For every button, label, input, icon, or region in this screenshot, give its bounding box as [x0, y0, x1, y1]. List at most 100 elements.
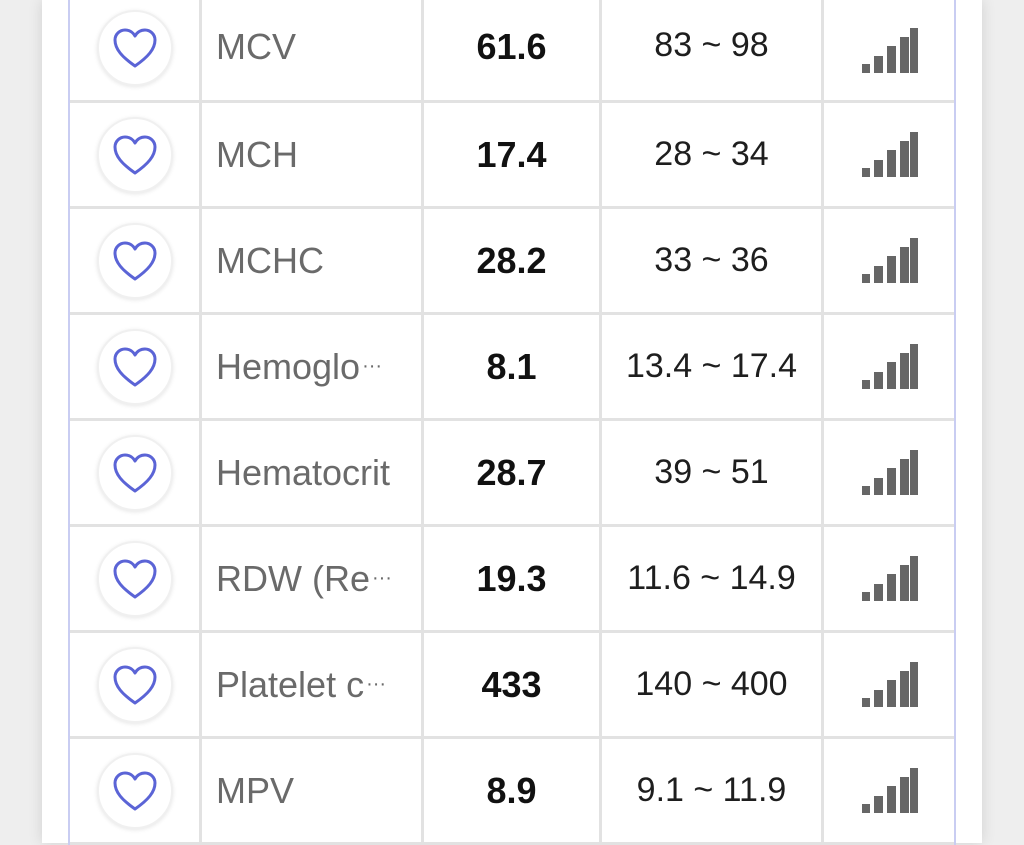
- table-row[interactable]: RDW (Re ··· 19.3 11.6 ~ 14.9: [70, 527, 954, 633]
- signal-cell[interactable]: [824, 739, 956, 842]
- name-ellipsis: ···: [362, 355, 383, 377]
- result-value-cell: 19.3: [424, 527, 602, 630]
- result-value: 61.6: [476, 26, 547, 67]
- heart-outline-icon: [113, 135, 156, 174]
- result-value: 28.2: [476, 239, 547, 281]
- reference-range: 28 ~ 34: [654, 135, 769, 173]
- signal-cell[interactable]: [824, 0, 956, 100]
- reference-range: 13.4 ~ 17.4: [625, 347, 798, 385]
- test-name-cell: Hemoglo ···: [202, 315, 424, 418]
- test-name: MPV: [216, 769, 295, 811]
- table-row[interactable]: Platelet c ··· 433 140 ~ 400: [70, 633, 954, 739]
- test-name-cell: MCH: [202, 103, 424, 206]
- name-ellipsis: ···: [366, 673, 387, 695]
- test-name: MCH: [216, 133, 298, 175]
- signal-cell[interactable]: [824, 633, 956, 736]
- table-row[interactable]: Hematocrit 28.7 39 ~ 51: [70, 421, 954, 527]
- signal-cell[interactable]: [824, 421, 956, 524]
- result-value-cell: 28.7: [424, 421, 602, 524]
- table-row[interactable]: MCH 17.4 28 ~ 34: [70, 103, 954, 209]
- reference-range: 33 ~ 36: [654, 241, 769, 279]
- test-name-cell: Platelet c ···: [202, 633, 424, 736]
- lab-results-table: MCV 61.6 83 ~ 98 MCH: [68, 0, 956, 845]
- result-value-cell: 8.9: [424, 739, 602, 842]
- name-ellipsis: ···: [371, 567, 392, 589]
- result-value: 8.1: [486, 345, 537, 387]
- reference-range: 9.1 ~ 11.9: [636, 771, 787, 809]
- test-name-cell: MPV: [202, 739, 424, 842]
- favorite-cell: [70, 209, 202, 312]
- signal-bars-icon[interactable]: [861, 449, 919, 496]
- favorite-button[interactable]: [96, 10, 173, 86]
- favorite-cell: [70, 421, 202, 524]
- reference-range-cell: 28 ~ 34: [602, 103, 824, 206]
- favorite-button[interactable]: [96, 540, 173, 617]
- result-value-cell: 28.2: [424, 209, 602, 312]
- test-name: MCV: [216, 26, 296, 67]
- table-row[interactable]: MCHC 28.2 33 ~ 36: [70, 209, 954, 315]
- result-value: 28.7: [476, 451, 547, 493]
- heart-outline-icon: [113, 559, 156, 598]
- results-card: [42, 0, 982, 843]
- reference-range: 39 ~ 51: [654, 453, 769, 491]
- favorite-cell: [70, 527, 202, 630]
- reference-range: 83 ~ 98: [654, 26, 769, 64]
- reference-range-cell: 83 ~ 98: [602, 0, 824, 100]
- favorite-button[interactable]: [96, 646, 173, 723]
- test-name-cell: MCV: [202, 0, 424, 100]
- test-name: RDW (Re: [216, 557, 370, 599]
- table-row[interactable]: MCV 61.6 83 ~ 98: [70, 0, 954, 103]
- favorite-cell: [70, 739, 202, 842]
- test-name: Platelet c: [216, 663, 365, 705]
- result-value: 8.9: [486, 769, 537, 811]
- result-value: 17.4: [476, 133, 547, 175]
- favorite-button[interactable]: [96, 222, 173, 299]
- favorite-button[interactable]: [96, 116, 173, 193]
- reference-range-cell: 9.1 ~ 11.9: [602, 739, 824, 842]
- heart-outline-icon: [113, 665, 156, 704]
- result-value-cell: 8.1: [424, 315, 602, 418]
- signal-cell[interactable]: [824, 209, 956, 312]
- table-row[interactable]: MPV 8.9 9.1 ~ 11.9: [70, 739, 954, 845]
- table-row[interactable]: Hemoglo ··· 8.1 13.4 ~ 17.4: [70, 315, 954, 421]
- favorite-cell: [70, 633, 202, 736]
- test-name: MCHC: [216, 239, 324, 281]
- signal-cell[interactable]: [824, 315, 956, 418]
- test-name-cell: Hematocrit: [202, 421, 424, 524]
- favorite-cell: [70, 103, 202, 206]
- signal-bars-icon[interactable]: [861, 555, 919, 602]
- signal-bars-icon[interactable]: [861, 767, 919, 814]
- reference-range-cell: 11.6 ~ 14.9: [602, 527, 824, 630]
- heart-outline-icon: [113, 453, 156, 492]
- result-value-cell: 61.6: [424, 0, 602, 100]
- favorite-button[interactable]: [96, 328, 173, 405]
- reference-range-cell: 39 ~ 51: [602, 421, 824, 524]
- favorite-button[interactable]: [96, 434, 173, 511]
- reference-range-cell: 13.4 ~ 17.4: [602, 315, 824, 418]
- reference-range-cell: 33 ~ 36: [602, 209, 824, 312]
- favorite-cell: [70, 0, 202, 100]
- signal-bars-icon[interactable]: [861, 131, 919, 178]
- favorite-button[interactable]: [96, 752, 173, 829]
- reference-range-cell: 140 ~ 400: [602, 633, 824, 736]
- heart-outline-icon: [113, 771, 156, 810]
- heart-outline-icon: [113, 347, 156, 386]
- favorite-cell: [70, 315, 202, 418]
- result-value-cell: 433: [424, 633, 602, 736]
- signal-bars-icon[interactable]: [861, 28, 919, 74]
- reference-range: 140 ~ 400: [635, 665, 788, 703]
- signal-cell[interactable]: [824, 527, 956, 630]
- signal-bars-icon[interactable]: [861, 237, 919, 284]
- result-value: 19.3: [476, 557, 547, 599]
- test-name-cell: MCHC: [202, 209, 424, 312]
- test-name: Hemoglo: [216, 345, 361, 387]
- result-value: 433: [481, 663, 542, 705]
- signal-cell[interactable]: [824, 103, 956, 206]
- heart-outline-icon: [113, 241, 156, 280]
- test-name-cell: RDW (Re ···: [202, 527, 424, 630]
- test-name: Hematocrit: [216, 451, 391, 493]
- reference-range: 11.6 ~ 14.9: [627, 559, 796, 597]
- signal-bars-icon[interactable]: [861, 661, 919, 708]
- signal-bars-icon[interactable]: [861, 343, 919, 390]
- result-value-cell: 17.4: [424, 103, 602, 206]
